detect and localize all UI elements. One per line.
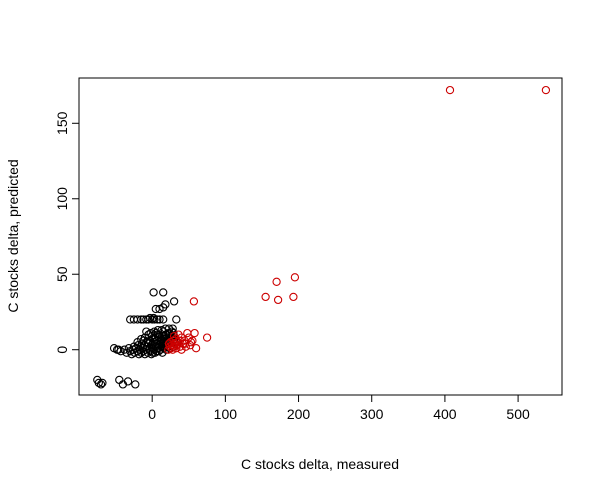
data-point-black-131	[169, 297, 179, 306]
y-tick-label-100: 100	[54, 187, 70, 211]
x-tick-label-0: 0	[148, 406, 156, 422]
x-axis: 0 100 200 300 400 500	[148, 395, 530, 422]
data-point-red-37	[188, 336, 197, 345]
data-point-red-3	[290, 273, 300, 282]
data-point-black-87	[147, 350, 156, 359]
data-point-black-11	[116, 347, 125, 356]
data-point-red-34	[164, 345, 173, 354]
data-point-red-39	[169, 331, 179, 341]
data-point-red-28	[168, 345, 177, 354]
data-point-red-38	[175, 336, 185, 345]
x-tick-label-200: 200	[287, 406, 311, 422]
data-point-red-31	[166, 338, 175, 347]
data-point-black-7	[131, 380, 140, 389]
data-point-black-126	[172, 315, 181, 324]
data-point-black-124	[145, 313, 155, 323]
data-points	[93, 85, 551, 389]
x-tick-label-100: 100	[214, 406, 238, 422]
data-point-red-6	[289, 292, 298, 302]
data-point-black-10	[114, 345, 123, 354]
data-point-black-1	[94, 378, 103, 388]
data-point-red-4	[261, 292, 270, 302]
data-point-red-14	[183, 328, 192, 338]
data-point-black-118	[144, 315, 153, 324]
y-axis: 0 50 100 150	[54, 111, 79, 354]
data-point-black-125	[149, 313, 158, 323]
y-tick-label-50: 50	[54, 266, 70, 282]
data-point-black-6	[123, 377, 133, 386]
data-point-red-7	[189, 297, 199, 306]
data-point-black-128	[155, 304, 164, 314]
data-point-black-123	[159, 315, 168, 324]
data-point-red-1	[541, 85, 551, 95]
data-point-black-105	[146, 328, 155, 338]
y-axis-label: C stocks delta, predicted	[5, 159, 21, 312]
data-point-red-15	[181, 342, 190, 351]
data-point-black-104	[139, 336, 148, 345]
data-point-black-114	[133, 315, 142, 324]
plot-frame	[78, 77, 563, 396]
data-point-black-132	[149, 288, 158, 297]
data-point-red-2	[272, 277, 281, 286]
data-point-red-0	[445, 85, 455, 95]
data-point-black-110	[164, 324, 174, 333]
data-point-black-96	[137, 334, 146, 344]
data-point-black-122	[155, 315, 164, 324]
x-tick-label-300: 300	[360, 406, 384, 422]
data-point-black-79	[142, 327, 151, 336]
data-point-black-97	[143, 338, 152, 347]
y-tick-label-0: 0	[54, 346, 70, 354]
data-point-red-33	[164, 339, 174, 348]
data-point-black-100	[156, 339, 165, 348]
data-point-black-2	[96, 380, 106, 389]
y-tick-label-150: 150	[54, 111, 70, 135]
data-point-red-17	[178, 339, 188, 348]
data-point-black-101	[159, 338, 169, 347]
x-tick-label-400: 400	[433, 406, 457, 422]
x-axis-label: C stocks delta, measured	[241, 456, 399, 472]
data-point-red-5	[273, 295, 283, 305]
data-point-red-8	[202, 333, 212, 342]
data-point-black-133	[159, 288, 168, 297]
x-tick-label-500: 500	[506, 406, 530, 422]
data-point-black-3	[98, 378, 107, 388]
data-point-black-130	[161, 300, 170, 309]
data-point-red-35	[177, 345, 186, 354]
data-point-black-13	[122, 348, 131, 357]
